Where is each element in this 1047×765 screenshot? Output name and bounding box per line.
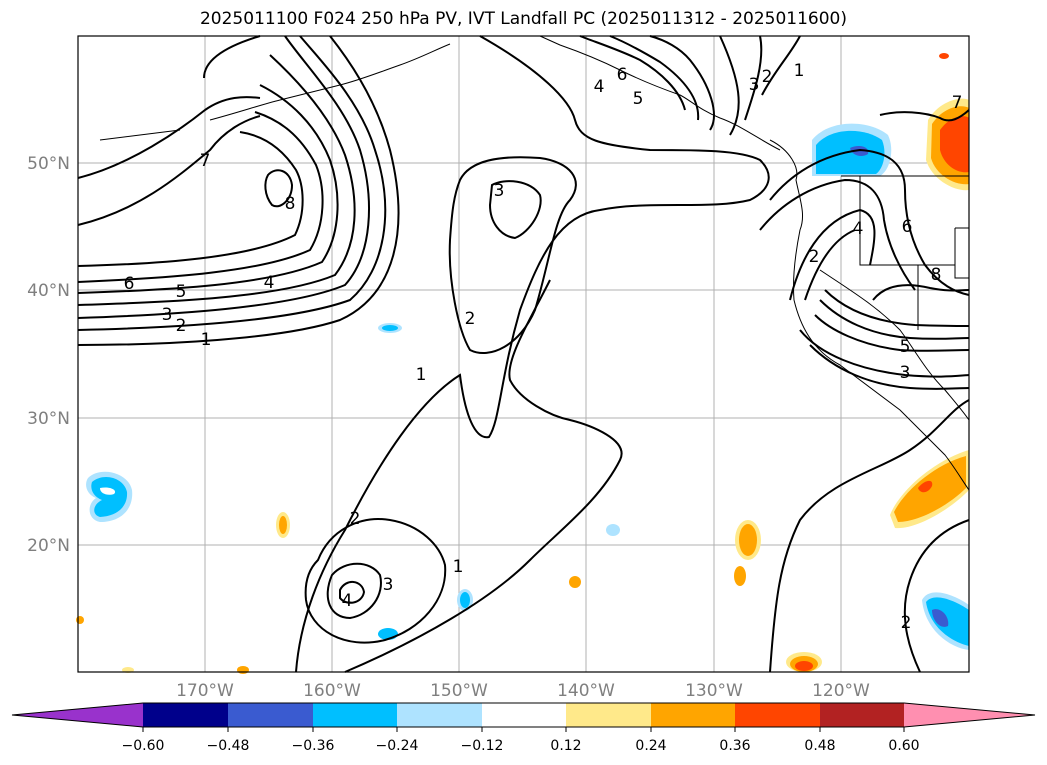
contour-label: 6 (124, 274, 135, 294)
contour-label: 2 (762, 67, 773, 87)
colorbar-segment (566, 703, 651, 727)
contour-label: 2 (465, 309, 476, 329)
contour-label: 1 (794, 61, 805, 81)
latitude-labels: 50°N 40°N 30°N 20°N (27, 154, 70, 556)
lat-label: 30°N (27, 409, 70, 429)
colorbar-segment (651, 703, 735, 727)
lon-label: 140°W (557, 681, 615, 701)
contour-label: 3 (494, 181, 505, 201)
contour-label: 8 (285, 194, 296, 214)
map-panel: 1 2 3 4 5 6 7 8 3 2 1 2 3 4 1 4 5 6 3 2 … (76, 35, 970, 674)
map-title: 2025011100 F024 250 hPa PV, IVT Landfall… (199, 9, 847, 29)
contour-label: 7 (200, 151, 211, 171)
contour-label: 5 (176, 282, 187, 302)
colorbar-segment (143, 703, 228, 727)
colorbar-segment (482, 703, 566, 727)
lon-label: 120°W (812, 681, 870, 701)
contour-label: 4 (853, 219, 864, 239)
contour-label: 8 (931, 265, 942, 285)
colorbar-tick-label: 0.36 (719, 738, 750, 754)
contour-label: 3 (749, 75, 760, 95)
anomaly-patches (76, 53, 969, 674)
contour-label: 7 (952, 93, 963, 113)
colorbar-segment (820, 703, 904, 727)
contour-label: 1 (416, 365, 427, 385)
colorbar-tick-label: −0.36 (292, 738, 335, 754)
lon-label: 150°W (430, 681, 488, 701)
colorbar-tick-label: −0.24 (376, 738, 419, 754)
colorbar-segment (228, 703, 313, 727)
lat-label: 50°N (27, 154, 70, 174)
contour-label: 5 (900, 337, 911, 357)
colorbar-tick-label: 0.60 (888, 738, 919, 754)
colorbar-segment (735, 703, 820, 727)
contour-label: 1 (453, 557, 464, 577)
colorbar-tick-label: −0.12 (461, 738, 504, 754)
contour-label: 2 (809, 247, 820, 267)
lon-label: 160°W (303, 681, 361, 701)
contour-label: 6 (617, 65, 628, 85)
colorbar: −0.60 −0.48 −0.36 −0.24 −0.12 0.12 0.24 … (11, 702, 1036, 754)
lat-label: 40°N (27, 281, 70, 301)
colorbar-tick-label: 0.12 (550, 738, 581, 754)
contour-labels: 1 2 3 4 5 6 7 8 3 2 1 2 3 4 1 4 5 6 3 2 … (124, 61, 963, 633)
contour-label: 4 (264, 273, 275, 293)
contour-label: 3 (900, 363, 911, 383)
lon-label: 130°W (685, 681, 743, 701)
colorbar-extend-low (12, 703, 143, 727)
lat-label: 20°N (27, 536, 70, 556)
map-border (77, 35, 970, 673)
colorbar-tick-label: −0.60 (122, 738, 165, 754)
contour-label: 3 (162, 305, 173, 325)
contour-label: 1 (201, 330, 212, 350)
colorbar-segment (313, 703, 397, 727)
contour-label: 4 (594, 77, 605, 97)
contour-label: 4 (342, 591, 353, 611)
contour-label: 2 (350, 509, 361, 529)
colorbar-tick-label: 0.24 (635, 738, 666, 754)
pv-contours (77, 35, 970, 673)
colorbar-tick-label: −0.48 (207, 738, 250, 754)
lon-label: 170°W (176, 681, 234, 701)
contour-label: 3 (383, 575, 394, 595)
colorbar-segment (397, 703, 482, 727)
longitude-labels: 170°W 160°W 150°W 140°W 130°W 120°W (176, 681, 870, 701)
contour-label: 2 (901, 613, 912, 633)
contour-label: 5 (633, 89, 644, 109)
colorbar-extend-high (904, 703, 1035, 727)
contour-label: 6 (902, 217, 913, 237)
colorbar-tick-label: 0.48 (804, 738, 835, 754)
contour-label: 2 (176, 316, 187, 336)
